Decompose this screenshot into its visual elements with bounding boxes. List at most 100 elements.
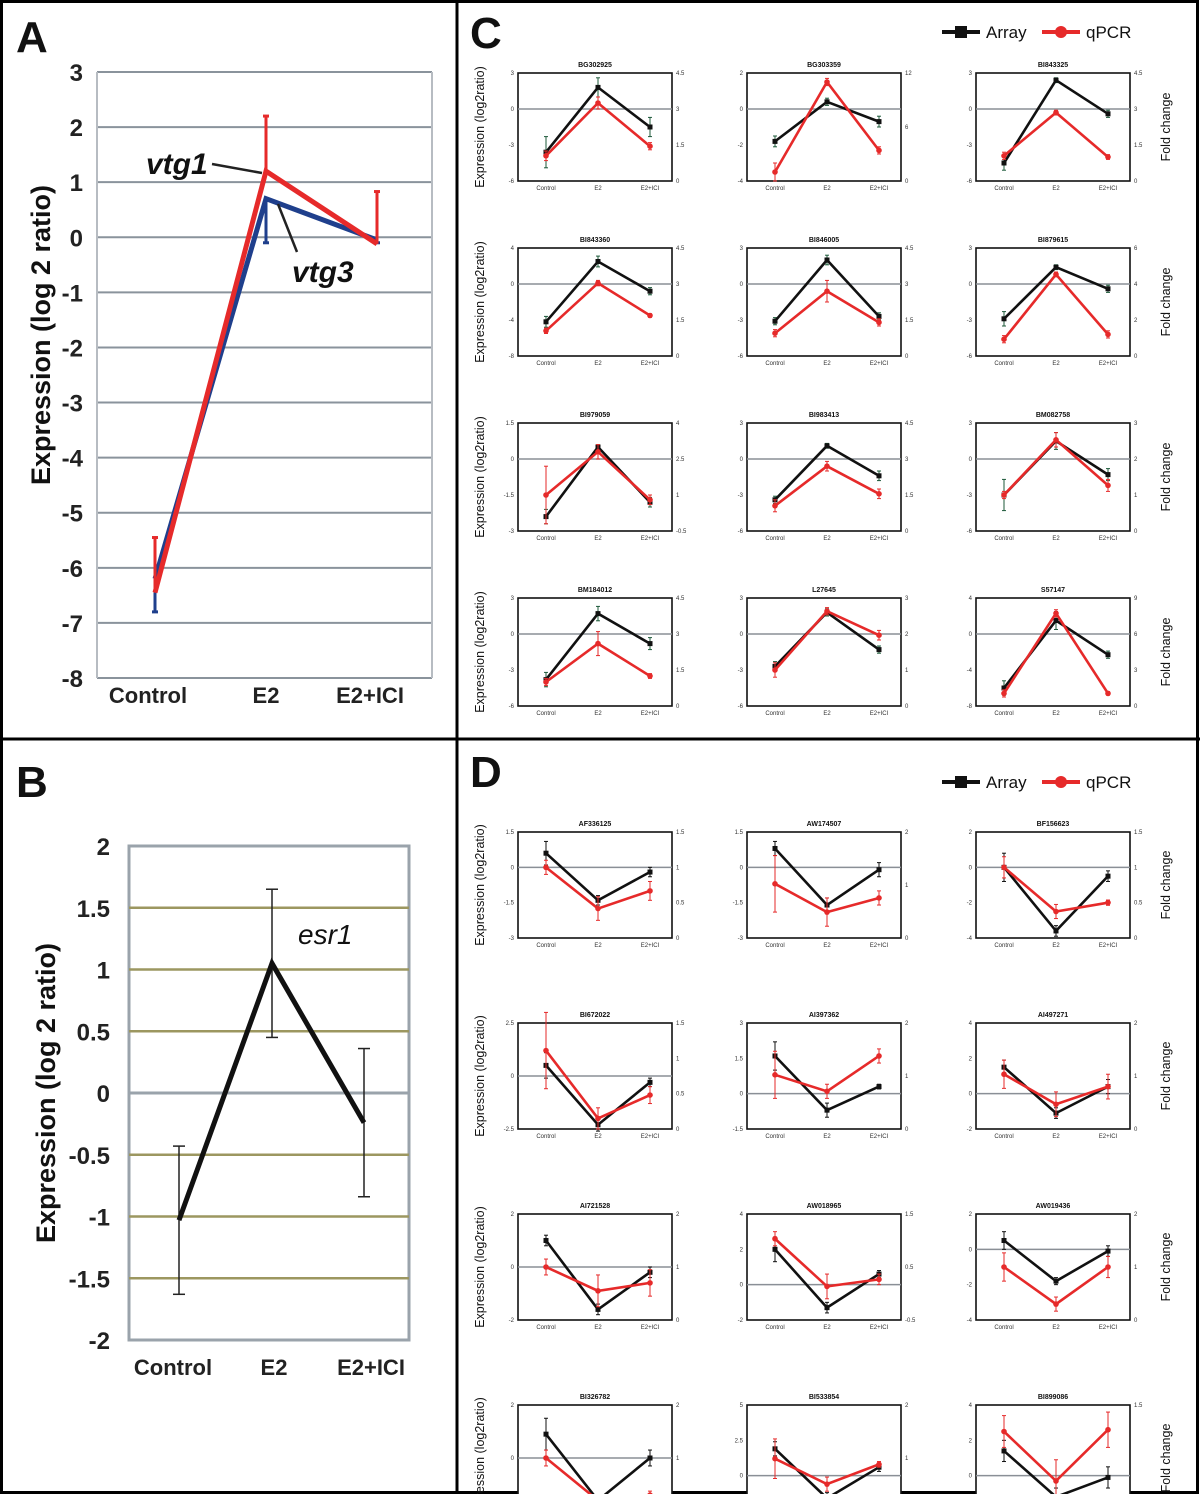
data-point-array (876, 119, 882, 125)
mini-chart: AF336125 1.5 0 -1.5 -3 1.5 1 0.5 0 Control E2 E2+IC… (473, 821, 685, 949)
mini-chart: BI843325 3 0 -3 -6 4.5 3 1.5 0 Control E2 E2+ICI Fol… (967, 62, 1173, 192)
y-tick-label: -4 (967, 936, 973, 942)
x-category-label: E2+ICI (870, 536, 889, 542)
y-tick-label: 0 (511, 1456, 515, 1462)
data-point-qpcr (824, 1283, 830, 1290)
panel-letter: B (16, 758, 48, 807)
y-axis-label: Expression (log2ratio) (473, 824, 487, 946)
y-tick-label: 0 (969, 1474, 973, 1480)
data-point-qpcr (876, 147, 882, 154)
data-point-qpcr (1053, 1101, 1059, 1108)
data-point-qpcr (772, 1072, 778, 1078)
y-tick-label: -7 (62, 611, 83, 638)
mini-chart-title: BI533854 (809, 1394, 839, 1401)
x-category-label: E2+ICI (641, 186, 660, 192)
mini-chart-title: L27645 (812, 587, 836, 594)
y2-tick-label: 0 (676, 354, 680, 360)
y2-tick-label: 1 (676, 865, 680, 871)
y-tick-label: -3 (509, 668, 515, 674)
y-tick-label: 2 (740, 1247, 744, 1253)
y-tick-label: -4 (967, 1318, 973, 1324)
data-point-qpcr (543, 328, 549, 334)
y2-tick-label: 0 (1134, 529, 1138, 535)
y2-tick-label: 0 (905, 529, 909, 535)
data-point-qpcr (824, 608, 830, 614)
x-category-label: Control (765, 361, 784, 367)
x-category-label: E2 (823, 1134, 831, 1140)
y2-tick-label: 3 (1134, 421, 1138, 427)
y2-axis-label: Fold change (1159, 1424, 1173, 1493)
mini-chart: AI721528 2 0 -2 2 1 0 Control E2 E2+ICI Expression… (473, 1203, 680, 1331)
y-tick-label: -6 (967, 179, 973, 185)
data-point-qpcr (647, 1280, 653, 1286)
data-point-qpcr (772, 667, 778, 673)
data-point-array (772, 845, 778, 851)
data-point-qpcr (1001, 1071, 1007, 1078)
y-tick-label: 3 (969, 246, 973, 252)
mini-plot-area (975, 1404, 1131, 1494)
data-point-array (1001, 685, 1007, 691)
data-point-qpcr (1053, 109, 1059, 116)
mini-chart-title: BM184012 (578, 587, 612, 594)
y-tick-label: 0 (740, 282, 744, 288)
y2-tick-label: 1 (676, 1456, 680, 1462)
data-point-qpcr (595, 640, 601, 647)
y-tick-label: -6 (738, 354, 744, 360)
y-tick-label: 3 (740, 421, 744, 427)
x-category-label: E2+ICI (1099, 1325, 1118, 1331)
data-point-array (772, 1246, 778, 1252)
x-category-label: Control (536, 943, 555, 949)
y2-tick-label: 1.5 (905, 318, 914, 324)
mini-plot-area (746, 247, 902, 357)
mini-chart-title: AW174507 (807, 821, 842, 828)
panel-c: C Array qPCR BG302925 3 0 -3 -6 4.5 3 1.5 0 Control E… (470, 9, 1173, 717)
mini-chart: AW018965 4 2 0 -2 1.5 0.5 -0.5 Control E2 E2+ICI (738, 1203, 916, 1331)
data-point-qpcr (1001, 153, 1007, 159)
y-tick-label: 2.5 (506, 1021, 515, 1027)
x-category-label: E2+ICI (1099, 536, 1118, 542)
y2-tick-label: 0 (676, 936, 680, 942)
data-point-qpcr (1105, 1426, 1111, 1433)
data-point-qpcr (543, 1047, 549, 1054)
data-point-qpcr (876, 1276, 882, 1283)
y2-tick-label: 9 (1134, 596, 1138, 602)
mini-chart-title: BI879615 (1038, 237, 1068, 244)
y-tick-label: -2.5 (504, 1127, 515, 1133)
y-tick-label: 2 (511, 1403, 515, 1409)
data-point-array (1053, 264, 1059, 270)
gene-label-esr1: esr1 (298, 919, 352, 950)
data-point-qpcr (1001, 864, 1007, 871)
y-tick-label: -3 (738, 493, 744, 499)
data-point-array (876, 867, 882, 873)
y-tick-label: -3 (509, 936, 515, 942)
mini-chart-title: BI843325 (1038, 62, 1068, 69)
x-category-label: E2+ICI (1099, 1134, 1118, 1140)
y-tick-label: 4 (511, 246, 515, 252)
y2-axis-label: Fold change (1159, 618, 1173, 687)
data-point-qpcr (772, 330, 778, 337)
mini-plot-area (517, 422, 673, 532)
series-line-qpcr (545, 1456, 650, 1494)
mini-chart: BF156623 2 0 -2 -4 1.5 1 0.5 0 Control E2 E2+ICI Fol… (967, 821, 1173, 949)
data-point-qpcr (1053, 908, 1059, 915)
data-point-array (595, 259, 601, 264)
legend-marker-array (955, 776, 967, 788)
y2-tick-label: 0 (1134, 179, 1138, 185)
y-tick-label: -6 (967, 354, 973, 360)
y-tick-label: -3 (967, 143, 973, 149)
x-category-label: Control (994, 1325, 1013, 1331)
data-point-qpcr (595, 280, 601, 286)
y-tick-label: 2 (969, 1212, 973, 1218)
y2-tick-label: 2 (905, 830, 909, 836)
y2-tick-label: 0 (905, 936, 909, 942)
y2-tick-label: 2 (1134, 457, 1138, 463)
y-tick-label: -4 (967, 668, 973, 674)
x-category-label: Control (994, 361, 1013, 367)
y2-tick-label: 0 (1134, 354, 1138, 360)
data-point-array (647, 1455, 653, 1461)
x-category-label: E2 (823, 536, 831, 542)
y-tick-label: 4 (969, 1403, 973, 1409)
series-line-array (1003, 1449, 1109, 1494)
x-category-label: E2 (594, 536, 602, 542)
